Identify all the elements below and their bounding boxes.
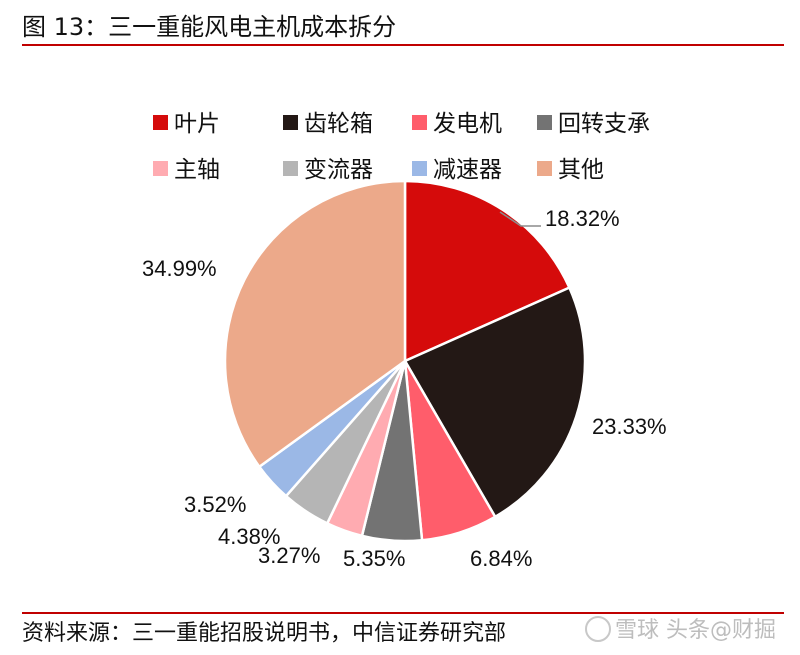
watermark-toutiao: 头条@财掘 [666, 618, 777, 643]
legend-label-主轴: 主轴 [174, 157, 220, 183]
legend-swatch-减速器 [412, 161, 427, 176]
legend-swatch-发电机 [412, 115, 427, 130]
legend-swatch-叶片 [153, 115, 168, 130]
legend-label-变流器: 变流器 [304, 157, 373, 183]
legend-swatch-变流器 [283, 161, 298, 176]
top-rule [22, 44, 784, 46]
pie-slice-0 [403, 179, 571, 363]
legend-swatch-其他 [537, 161, 552, 176]
xueqiu-logo-icon [585, 616, 611, 642]
data-label-6: 3.52% [184, 492, 246, 517]
data-label-7: 34.99% [142, 256, 217, 281]
data-label-1: 23.33% [592, 414, 667, 439]
figure-title: 图 13：三一重能风电主机成本拆分 [22, 13, 397, 41]
data-label-0: 18.32% [545, 206, 620, 231]
legend-label-发电机: 发电机 [433, 111, 502, 137]
pie-slices [223, 179, 587, 543]
legend-swatch-回转支承 [537, 115, 552, 130]
legend-label-叶片: 叶片 [174, 111, 220, 137]
data-label-5: 4.38% [218, 524, 280, 549]
legend-label-齿轮箱: 齿轮箱 [304, 111, 373, 137]
legend-swatch-齿轮箱 [283, 115, 298, 130]
legend-swatch-主轴 [153, 161, 168, 176]
data-label-3: 5.35% [343, 546, 405, 571]
legend-label-其他: 其他 [558, 157, 604, 183]
leader-line-0 [499, 211, 541, 227]
watermark: 雪球 头条@财掘 [585, 616, 776, 646]
source-note: 资料来源：三一重能招股说明书，中信证券研究部 [22, 621, 507, 646]
leader-lines [499, 211, 541, 227]
legend-label-减速器: 减速器 [433, 157, 502, 183]
data-labels: 18.32% 23.33% 6.84% 5.35% 3.27%4.38% 3.52% 34.… [142, 206, 667, 571]
legend-label-回转支承: 回转支承 [558, 111, 650, 137]
data-label-2: 6.84% [470, 546, 532, 571]
bottom-rule [22, 612, 784, 614]
pie-slice-7 [223, 179, 407, 468]
watermark-xueqiu: 雪球 [615, 618, 660, 643]
pie-slice-1 [403, 286, 587, 519]
data-label-4: 3.27% [258, 543, 320, 568]
